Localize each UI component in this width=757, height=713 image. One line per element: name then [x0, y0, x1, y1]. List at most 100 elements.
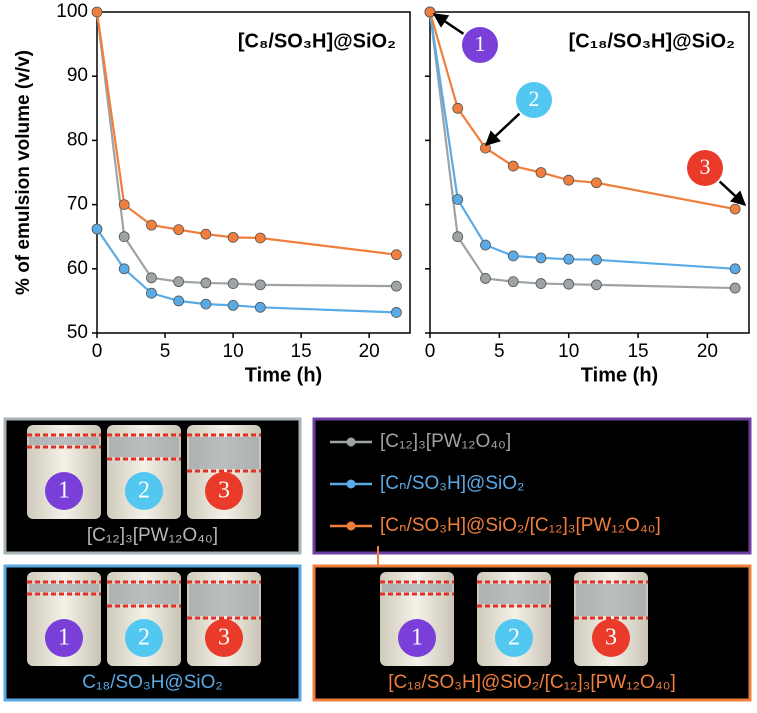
vial-badge [495, 619, 533, 657]
x-tick-label: 20 [359, 341, 380, 362]
data-point [729, 282, 741, 294]
data-point [390, 249, 402, 261]
data-point [591, 279, 602, 291]
data-point [563, 174, 575, 186]
x-tick-label: 5 [494, 341, 505, 362]
vial-number: 2 [138, 478, 150, 504]
chart-title: [C₈/SO₃H]@SiO₂ [238, 30, 396, 52]
legend-marker [346, 437, 356, 447]
data-point [424, 6, 436, 18]
y-tick-label: 80 [67, 129, 88, 150]
vial-badge [125, 472, 163, 510]
data-point [146, 219, 157, 231]
data-point [254, 301, 266, 313]
vial-badge [205, 619, 243, 657]
series-line [95, 11, 397, 288]
legend-marker [346, 521, 356, 531]
series-line [96, 228, 397, 314]
vial-number: 3 [218, 625, 230, 651]
legend-box [312, 417, 752, 555]
x-tick-label: 20 [697, 341, 718, 362]
data-point [507, 160, 519, 172]
annotation-badge [687, 150, 723, 186]
x-axis-label: Time (h) [245, 364, 322, 386]
y-tick-label: 100 [56, 1, 88, 22]
annotation-label: 1 [475, 31, 486, 56]
x-tick-label: 5 [160, 341, 171, 362]
x-tick-label: 10 [223, 341, 244, 362]
vial-separated [109, 437, 179, 457]
annotation-arrow [718, 180, 747, 207]
data-point [480, 239, 491, 251]
panel-label: C₁₈/SO₃H@SiO₂ [82, 672, 223, 693]
data-point [452, 194, 464, 205]
vial-number: 3 [218, 478, 230, 504]
data-point [200, 228, 212, 240]
data-point [118, 231, 130, 243]
vial-separated [382, 584, 452, 592]
data-point [452, 231, 464, 243]
plot-frame [96, 11, 411, 334]
data-point [227, 278, 239, 289]
y-axis-label: % of emulsion volume (v/v) [13, 50, 34, 295]
vial-separated [479, 584, 549, 604]
data-point [173, 224, 185, 236]
annotation-arrow [432, 12, 465, 35]
data-point [146, 287, 157, 299]
vial-separated [29, 584, 99, 592]
vial-badge [205, 472, 243, 510]
x-tick-label: 0 [92, 341, 103, 362]
legend-label: [C₁₂]₃[PW₁₂O₄₀] [380, 431, 511, 452]
data-point [507, 250, 519, 262]
data-point [591, 177, 602, 189]
data-point [729, 203, 741, 215]
vial-number: 2 [508, 625, 520, 651]
annotation-label: 2 [529, 86, 540, 111]
data-point [146, 272, 157, 284]
vial-badge [592, 619, 630, 657]
vial-separated [189, 584, 259, 616]
annotation-label: 3 [700, 154, 711, 179]
data-point [173, 295, 185, 307]
vial-number: 2 [138, 625, 150, 651]
data-point [118, 199, 130, 211]
data-point [173, 276, 185, 288]
data-point [254, 232, 266, 244]
data-point [535, 167, 547, 178]
vial-badge [45, 472, 83, 510]
legend-marker [346, 479, 356, 489]
annotation-badge [516, 82, 552, 118]
vial-badge [45, 619, 83, 657]
data-point [535, 278, 547, 289]
data-point [227, 231, 239, 243]
vial-number: 1 [411, 625, 423, 651]
data-point [452, 102, 464, 114]
panel-label: [C₁₂]₃[PW₁₂O₄₀] [87, 525, 218, 546]
annotation-arrow [484, 112, 521, 147]
data-point [390, 307, 402, 318]
data-point [200, 298, 212, 310]
data-point [563, 253, 575, 265]
y-tick-label: 60 [67, 258, 88, 279]
y-tick-label: 70 [67, 194, 88, 215]
legend-label: [Cₙ/SO₃H]@SiO₂ [380, 473, 524, 494]
data-point [480, 273, 491, 284]
x-tick-label: 0 [425, 341, 436, 362]
vial-separated [29, 437, 99, 445]
x-tick-label: 15 [627, 341, 648, 362]
vial-separated [109, 584, 179, 604]
y-tick-label: 90 [67, 65, 88, 86]
data-point [390, 280, 402, 292]
vial-separated [576, 584, 646, 616]
y-tick-label: 50 [67, 322, 88, 343]
data-point [729, 263, 741, 275]
vial-separated [189, 437, 259, 469]
x-axis-label: Time (h) [581, 364, 658, 386]
panel-label: [C₁₈/SO₃H]@SiO₂/[C₁₂]₃[PW₁₂O₄₀] [388, 672, 676, 693]
annotation-badge [462, 27, 498, 63]
x-tick-label: 10 [558, 341, 579, 362]
vial-number: 1 [58, 625, 70, 651]
vial-number: 1 [58, 478, 70, 504]
data-point [227, 299, 239, 311]
